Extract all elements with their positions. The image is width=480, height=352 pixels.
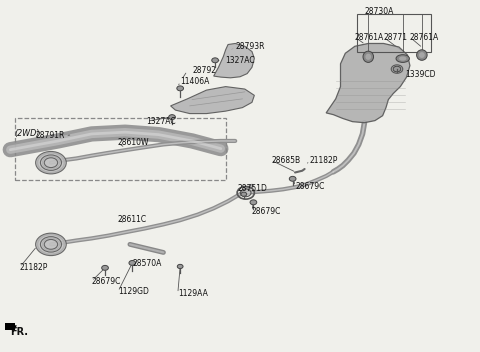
- Circle shape: [250, 200, 257, 205]
- Ellipse shape: [399, 56, 407, 61]
- Ellipse shape: [365, 54, 371, 60]
- Text: 28771: 28771: [384, 33, 408, 42]
- Text: 28570A: 28570A: [132, 259, 162, 268]
- Bar: [357, 14, 432, 51]
- Circle shape: [240, 189, 251, 197]
- Text: 28761A: 28761A: [410, 33, 439, 42]
- Circle shape: [42, 238, 60, 251]
- Bar: [15, 118, 226, 180]
- Text: 28679C: 28679C: [92, 277, 121, 286]
- Circle shape: [102, 265, 108, 270]
- Circle shape: [177, 86, 183, 91]
- Text: (2WD): (2WD): [14, 130, 39, 138]
- Text: 28679C: 28679C: [295, 182, 324, 191]
- Text: 28793R: 28793R: [235, 42, 264, 51]
- Text: 28730A: 28730A: [364, 7, 394, 16]
- Circle shape: [168, 115, 175, 120]
- Bar: [4, 322, 15, 330]
- Text: FR.: FR.: [10, 327, 28, 337]
- Circle shape: [289, 176, 296, 181]
- Circle shape: [36, 151, 66, 174]
- Polygon shape: [326, 43, 410, 123]
- Text: 1327AC: 1327AC: [226, 56, 255, 65]
- Polygon shape: [214, 43, 254, 78]
- Text: 1339CD: 1339CD: [405, 70, 436, 79]
- Text: 28761A: 28761A: [355, 33, 384, 42]
- Text: 1327AC: 1327AC: [147, 117, 176, 126]
- Text: 1129GD: 1129GD: [118, 287, 149, 296]
- Text: 28792: 28792: [192, 66, 216, 75]
- Text: 28791R: 28791R: [36, 131, 65, 140]
- Circle shape: [129, 260, 136, 265]
- Text: 21182P: 21182P: [20, 263, 48, 272]
- Text: 28679C: 28679C: [252, 207, 281, 215]
- Text: 28751D: 28751D: [238, 184, 267, 193]
- Text: 28685B: 28685B: [271, 156, 300, 165]
- Circle shape: [241, 192, 247, 196]
- Text: 28610W: 28610W: [118, 138, 149, 147]
- Circle shape: [42, 156, 60, 169]
- Polygon shape: [170, 87, 254, 114]
- Circle shape: [393, 66, 401, 72]
- Circle shape: [212, 58, 218, 63]
- Circle shape: [177, 264, 183, 269]
- Ellipse shape: [419, 52, 425, 58]
- Text: 1129AA: 1129AA: [178, 289, 208, 298]
- Text: 21182P: 21182P: [310, 156, 338, 165]
- Ellipse shape: [396, 55, 409, 62]
- Ellipse shape: [417, 50, 427, 60]
- Text: 11406A: 11406A: [180, 77, 210, 86]
- Ellipse shape: [363, 51, 373, 62]
- Text: 28611C: 28611C: [118, 215, 147, 224]
- Circle shape: [36, 233, 66, 256]
